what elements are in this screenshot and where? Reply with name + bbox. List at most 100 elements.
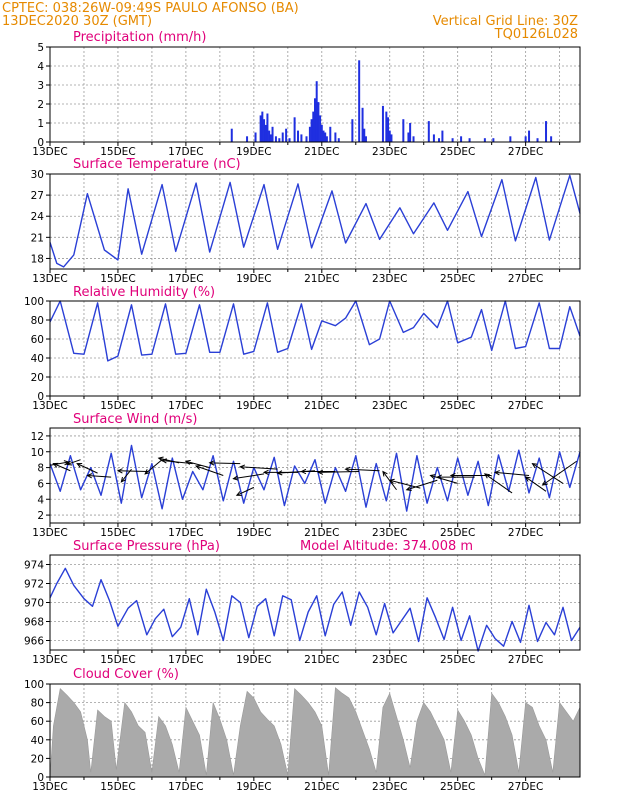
plot-frame — [49, 554, 581, 651]
panel-2: Relative Humidity (%) 0 20 40 60 80 100 13DEC 15… — [24, 285, 581, 412]
y-tick-label: 10 — [31, 447, 44, 459]
x-tick-label: 27DEC — [508, 400, 543, 412]
x-tick-label: 13DEC — [32, 654, 67, 666]
x-tick-label: 15DEC — [100, 527, 135, 539]
precip-bar — [310, 119, 313, 142]
x-tick-label: 23DEC — [372, 400, 407, 412]
precip-bar — [322, 130, 325, 142]
wind-arrow — [76, 463, 98, 474]
wind-arrow — [184, 459, 210, 469]
x-tick-label: 13DEC — [32, 146, 67, 158]
y-tick-label: 974 — [24, 560, 44, 572]
x-tick-label: 23DEC — [372, 146, 407, 158]
x-tick-label: 21DEC — [304, 146, 339, 158]
x-tick-label: 13DEC — [32, 781, 67, 793]
precip-bar — [427, 121, 430, 142]
x-tick-label: 21DEC — [304, 781, 339, 793]
x-tick-label: 27DEC — [508, 146, 543, 158]
wind-arrow — [493, 470, 530, 476]
cloud-area — [49, 687, 581, 778]
x-tick-label: 27DEC — [508, 654, 543, 666]
precip-bar — [329, 126, 332, 142]
series-line — [49, 567, 581, 652]
panel-title: Cloud Cover (%) — [73, 667, 179, 682]
precip-bar — [319, 115, 322, 142]
x-tick-label: 13DEC — [32, 400, 67, 412]
panel-title: Precipitation (mm/h) — [73, 30, 206, 45]
precip-bar — [364, 136, 367, 142]
precip-bar — [230, 128, 233, 142]
header-station: CPTEC: 038:26W-09:49S PAULO AFONSO (BA) — [2, 1, 299, 16]
x-tick-label: 27DEC — [508, 273, 543, 285]
x-tick-label: 17DEC — [168, 781, 203, 793]
precip-bar — [550, 136, 553, 142]
x-tick-label: 21DEC — [304, 400, 339, 412]
plot-frame — [49, 46, 581, 143]
x-tick-label: 27DEC — [508, 527, 543, 539]
precip-bar — [271, 126, 274, 142]
y-tick-label: 1 — [37, 118, 44, 130]
x-tick-label: 21DEC — [304, 654, 339, 666]
precip-bar — [385, 111, 388, 142]
y-tick-label: 3 — [37, 80, 44, 92]
y-tick-label: 6 — [37, 478, 44, 490]
wind-arrow — [116, 468, 149, 474]
x-tick-label: 21DEC — [304, 273, 339, 285]
precip-bar — [441, 130, 444, 142]
precip-bar — [545, 121, 548, 142]
y-tick-label: 100 — [24, 296, 44, 308]
precip-bar — [460, 136, 463, 142]
x-tick-label: 19DEC — [236, 527, 271, 539]
x-tick-label: 25DEC — [440, 400, 475, 412]
x-tick-label: 25DEC — [440, 146, 475, 158]
y-tick-label: 60 — [31, 716, 44, 728]
wind-arrow — [405, 479, 438, 491]
x-tick-label: 17DEC — [168, 400, 203, 412]
precip-bar — [412, 136, 415, 142]
precip-bar — [390, 134, 393, 142]
x-tick-label: 23DEC — [372, 654, 407, 666]
precip-bar — [297, 130, 300, 142]
precip-bar — [361, 107, 364, 142]
precip-bar — [281, 132, 284, 142]
y-tick-label: 40 — [31, 735, 44, 747]
x-tick-label: 13DEC — [32, 273, 67, 285]
series-line — [49, 444, 581, 512]
panel-title: Surface Wind (m/s) — [73, 412, 197, 427]
precip-bar — [285, 128, 288, 142]
y-tick-label: 2 — [37, 99, 44, 111]
wind-arrow — [541, 460, 577, 486]
y-tick-label: 12 — [31, 431, 44, 443]
x-tick-label: 21DEC — [304, 527, 339, 539]
precip-bar — [312, 111, 315, 142]
precip-bar — [492, 138, 495, 142]
panel-title: Surface Pressure (hPa) — [73, 539, 220, 554]
wind-arrow — [49, 460, 70, 466]
wind-arrow — [195, 464, 224, 476]
y-tick-label: 27 — [31, 190, 44, 202]
y-tick-label: 21 — [31, 232, 44, 244]
y-tick-label: 4 — [37, 61, 44, 73]
y-tick-label: 80 — [31, 698, 44, 710]
wind-arrow — [344, 466, 380, 472]
wind-arrow — [208, 460, 241, 466]
wind-arrow — [52, 462, 71, 472]
precip-bar — [261, 111, 264, 142]
series-line — [49, 300, 581, 362]
precip-bar — [324, 132, 327, 142]
y-tick-label: 18 — [31, 253, 44, 265]
precip-bar — [358, 60, 361, 142]
precip-bar — [308, 126, 311, 142]
header-model: TQ0126L028 — [494, 27, 578, 42]
x-tick-label: 19DEC — [236, 781, 271, 793]
panel-5: Cloud Cover (%) 0 20 40 60 80 100 13DEC 15DEC 17D… — [24, 667, 581, 793]
plot-frame — [49, 683, 581, 778]
plot-frame — [49, 300, 581, 397]
precip-bar — [483, 138, 486, 142]
precip-bar — [388, 130, 391, 142]
x-tick-label: 25DEC — [440, 527, 475, 539]
wind-arrow — [232, 473, 265, 481]
x-tick-label: 23DEC — [372, 527, 407, 539]
x-tick-label: 17DEC — [168, 273, 203, 285]
